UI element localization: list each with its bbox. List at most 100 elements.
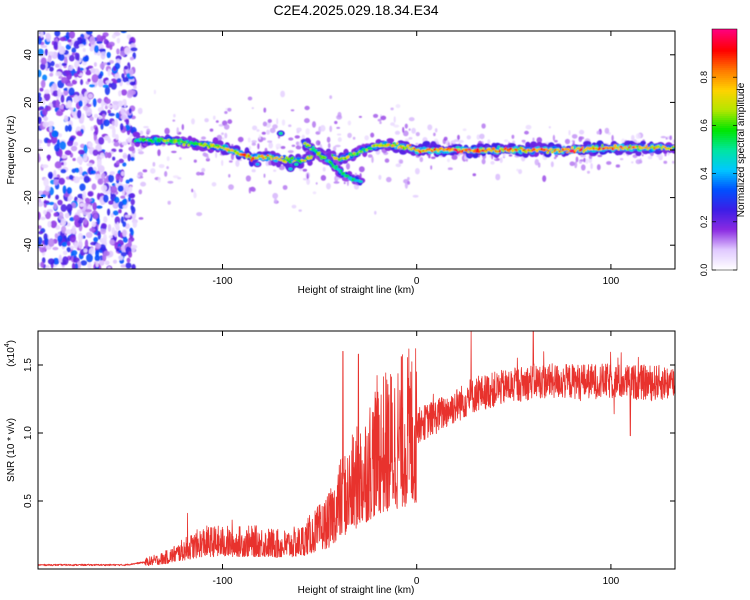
noise-cell xyxy=(38,262,41,268)
noise-cell xyxy=(49,72,54,77)
colorbar-step xyxy=(712,185,737,189)
noise-cell xyxy=(53,41,58,50)
background-cell xyxy=(408,137,413,140)
spectrogram-y-tick-label: -40 xyxy=(23,238,34,253)
noise-cell xyxy=(38,96,43,103)
background-cell xyxy=(312,121,316,128)
background-cell xyxy=(329,95,333,99)
background-cell xyxy=(287,150,294,154)
noise-cell xyxy=(90,126,94,131)
background-cell xyxy=(641,154,644,157)
snr-y-tick-label: 1.5 xyxy=(23,358,34,372)
noise-cell xyxy=(107,68,111,77)
background-cell xyxy=(581,164,586,171)
colorbar-step xyxy=(712,65,737,68)
noise-cell xyxy=(107,208,111,216)
background-cell xyxy=(262,121,267,127)
colorbar-step xyxy=(712,253,737,257)
background-cell xyxy=(333,181,340,184)
noise-cell xyxy=(96,41,103,44)
noise-cell xyxy=(95,260,99,268)
noise-cell xyxy=(87,191,94,197)
colorbar-step xyxy=(712,259,737,263)
ridge-cell xyxy=(635,150,642,157)
colorbar-step xyxy=(712,85,737,88)
noise-cell xyxy=(43,92,51,102)
noise-cell xyxy=(74,263,79,269)
background-cell xyxy=(384,158,390,163)
background-cell xyxy=(267,119,272,123)
colorbar-step xyxy=(712,111,737,114)
background-cell xyxy=(329,125,333,132)
noise-cell xyxy=(122,204,128,209)
noise-cell xyxy=(40,261,45,268)
background-cell xyxy=(374,210,377,215)
snr-y-tick-label: 1.0 xyxy=(23,426,34,440)
background-cell xyxy=(221,137,225,140)
noise-cell xyxy=(124,185,130,192)
noise-cell xyxy=(130,205,134,211)
noise-cell xyxy=(114,196,120,204)
background-cell xyxy=(204,118,209,123)
noise-cell xyxy=(60,94,65,103)
background-cell xyxy=(465,158,468,162)
colorbar-step xyxy=(712,195,737,199)
colorbar-step xyxy=(712,137,737,141)
background-cell xyxy=(224,111,228,114)
noise-cell xyxy=(79,202,85,207)
noise-cell xyxy=(92,202,97,211)
noise-cell xyxy=(68,87,75,96)
noise-cell xyxy=(59,104,64,110)
noise-cell xyxy=(38,231,44,235)
colorbar-step xyxy=(712,59,737,62)
ridge-cell xyxy=(476,148,480,152)
colorbar-step xyxy=(712,103,737,106)
noise-cell xyxy=(85,69,92,76)
noise-cell xyxy=(75,168,80,173)
ridge-cell xyxy=(386,138,395,143)
noise-cell xyxy=(39,87,44,92)
noise-cell xyxy=(115,160,120,165)
ridge-cell xyxy=(391,144,394,148)
background-cell xyxy=(265,160,269,167)
noise-cell xyxy=(61,62,67,67)
noise-cell xyxy=(117,185,124,192)
noise-cell xyxy=(78,149,85,155)
noise-cell xyxy=(112,210,119,216)
noise-cell xyxy=(39,31,44,38)
colorbar-step xyxy=(712,179,737,183)
noise-cell xyxy=(128,89,136,95)
colorbar-step xyxy=(712,225,737,229)
colorbar-step xyxy=(712,245,737,249)
noise-cell xyxy=(42,108,48,116)
noise-cell xyxy=(78,44,85,48)
colorbar-step xyxy=(712,157,737,161)
noise-cell xyxy=(73,94,79,104)
background-cell xyxy=(337,111,342,118)
colorbar-step xyxy=(712,177,737,181)
colorbar-step xyxy=(712,131,737,135)
noise-cell xyxy=(120,31,127,34)
background-cell xyxy=(536,137,543,144)
spectrogram-y-tick-label: -20 xyxy=(23,190,34,205)
noise-cell xyxy=(120,114,127,120)
spot-core xyxy=(294,162,299,166)
noise-cell xyxy=(40,79,46,89)
noise-cell xyxy=(78,100,83,107)
noise-cell xyxy=(97,178,104,185)
noise-cell xyxy=(128,178,134,183)
colorbar-tick-label: 0.6 xyxy=(699,119,709,132)
noise-cell xyxy=(118,209,122,214)
noise-cell xyxy=(121,73,125,79)
noise-cell xyxy=(116,222,120,230)
ridge-cell xyxy=(408,144,412,147)
colorbar-step xyxy=(712,223,737,227)
background-cell xyxy=(334,120,338,125)
background-cell xyxy=(301,134,305,140)
colorbar-step xyxy=(712,63,737,66)
colorbar-step xyxy=(712,87,737,90)
colorbar-step xyxy=(712,125,737,129)
colorbar-step xyxy=(712,267,737,271)
noise-cell xyxy=(38,236,43,245)
noise-cell xyxy=(79,183,86,192)
